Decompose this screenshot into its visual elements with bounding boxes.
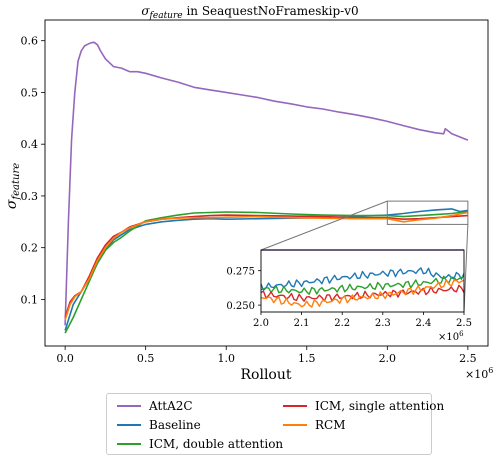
inset-series-line-rcm bbox=[260, 279, 465, 308]
inset-y-ticks: 0.250 0.275 bbox=[226, 267, 261, 312]
x-tick-label: 0.0 bbox=[56, 352, 74, 365]
zoom-connector-right bbox=[463, 224, 469, 313]
ylabel-subscript: feature bbox=[11, 163, 22, 201]
y-tick-label: 0.4 bbox=[21, 138, 39, 151]
x-multiplier-exp: 6 bbox=[488, 366, 493, 375]
title-symbol: σ bbox=[141, 4, 150, 18]
chart-title: σfeature in SeaquestNoFrameskip-v0 bbox=[141, 4, 358, 21]
main-x-ticks: 0.0 0.5 1.0 1.5 2.0 2.5 bbox=[56, 346, 477, 365]
legend-swatch-atta2c bbox=[117, 405, 141, 407]
main-plot-frame bbox=[44, 19, 489, 347]
zoom-indicator bbox=[260, 200, 469, 313]
legend-label-icm-double-attention: ICM, double attention bbox=[149, 437, 284, 451]
legend-label-icm-single-attention: ICM, single attention bbox=[315, 399, 445, 413]
legend-swatch-rcm bbox=[283, 424, 307, 426]
x-tick-label: 1.5 bbox=[298, 352, 316, 365]
legend: AttA2C Baseline ICM, double attention IC… bbox=[106, 393, 444, 455]
legend-label-atta2c: AttA2C bbox=[149, 399, 193, 413]
inset-x-tick-label: 2.3 bbox=[375, 318, 391, 329]
series-line-rcm bbox=[64, 211, 469, 321]
legend-swatch-baseline bbox=[117, 424, 141, 426]
y-tick-label: 0.2 bbox=[21, 242, 39, 255]
x-multiplier-base: ×10 bbox=[465, 368, 488, 381]
inset-series-line-baseline bbox=[260, 267, 465, 291]
main-series-lines bbox=[64, 41, 469, 334]
legend-swatch-icm-single-attention bbox=[283, 405, 307, 407]
x-tick-label: 2.0 bbox=[379, 352, 397, 365]
inset-background bbox=[261, 250, 464, 312]
legend-label-rcm: RCM bbox=[315, 418, 346, 432]
y-tick-label: 0.5 bbox=[21, 86, 39, 99]
series-line-atta2c bbox=[64, 41, 469, 326]
x-tick-label: 0.5 bbox=[137, 352, 155, 365]
inset-multiplier-base: ×10 bbox=[438, 332, 459, 343]
x-tick-label: 2.5 bbox=[459, 352, 477, 365]
y-axis-label: σfeature bbox=[4, 163, 22, 209]
inset-x-ticks: 2.0 2.1 2.2 2.3 2.4 2.5 bbox=[253, 312, 472, 329]
ylabel-symbol: σ bbox=[4, 199, 20, 209]
inset-multiplier-exp: 6 bbox=[459, 330, 464, 338]
zoom-source-rect bbox=[386, 200, 469, 225]
x-axis-label: Rollout bbox=[241, 367, 292, 383]
inset-y-tick-label: 0.275 bbox=[226, 267, 255, 278]
title-subscript: feature bbox=[149, 11, 183, 21]
inset-x-tick-label: 2.4 bbox=[415, 318, 431, 329]
y-tick-label: 0.6 bbox=[21, 35, 39, 48]
series-line-icm-double-attention bbox=[64, 210, 468, 334]
inset-x-tick-label: 2.0 bbox=[253, 318, 269, 329]
y-tick-label: 0.3 bbox=[21, 190, 39, 203]
main-y-ticks: 0.1 0.2 0.3 0.4 0.5 0.6 bbox=[21, 35, 45, 306]
inset-plot-area: 2.0 2.1 2.2 2.3 2.4 2.5 0.250 0.275 bbox=[226, 249, 472, 329]
inset-x-tick-label: 2.2 bbox=[334, 318, 350, 329]
y-tick-label: 0.1 bbox=[21, 293, 39, 306]
zoom-connector-left bbox=[260, 200, 388, 251]
x-axis-multiplier: ×106 bbox=[465, 366, 493, 381]
inset-x-tick-label: 2.1 bbox=[294, 318, 310, 329]
inset-frame bbox=[260, 249, 465, 313]
inset-series-line-icm-double-attention bbox=[260, 275, 465, 295]
title-rest: in SeaquestNoFrameskip-v0 bbox=[183, 4, 359, 18]
legend-swatch-icm-double-attention bbox=[117, 443, 141, 445]
legend-label-baseline: Baseline bbox=[149, 418, 201, 432]
main-plot-area: 0.0 0.5 1.0 1.5 2.0 2.5 0.1 0.2 0.3 0.4 0.5 0.6 bbox=[21, 19, 489, 365]
x-tick-label: 1.0 bbox=[217, 352, 235, 365]
inset-x-multiplier: ×106 bbox=[438, 330, 464, 343]
inset-x-tick-label: 2.5 bbox=[456, 318, 472, 329]
inset-y-tick-label: 0.250 bbox=[226, 301, 255, 312]
